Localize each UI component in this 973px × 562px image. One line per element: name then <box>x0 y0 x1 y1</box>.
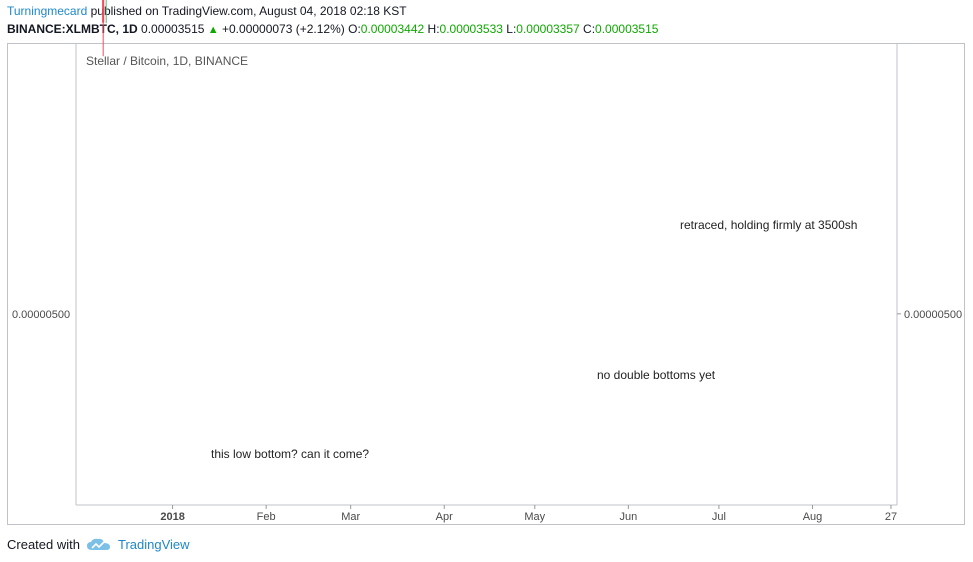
annotation-retraced: retraced, holding firmly at 3500sh <box>680 218 857 232</box>
x-tick-label: May <box>524 511 545 523</box>
tradingview-logo-icon <box>86 538 110 550</box>
x-tick-label: Mar <box>341 511 360 523</box>
created-with-label: Created with <box>7 537 80 552</box>
footer: Created with TradingView <box>7 536 190 554</box>
y-axis-right: 0.000005000.000010000.000015000.00002000… <box>896 44 962 505</box>
high-value: 0.00003533 <box>439 22 503 36</box>
chart-frame <box>7 43 965 525</box>
annotation-no-double-bottoms: no double bottoms yet <box>597 368 716 382</box>
x-tick-label: Feb <box>257 511 276 523</box>
chart-title: Stellar / Bitcoin, 1D, BINANCE <box>86 54 248 68</box>
chart-header: Turningmecard published on TradingView.c… <box>7 2 967 39</box>
x-tick-label: Jul <box>712 511 726 523</box>
open-value: 0.00003442 <box>360 22 425 36</box>
low-value: 0.00003357 <box>516 22 580 36</box>
x-tick-label: 27 <box>885 511 897 523</box>
candle-body <box>102 0 105 23</box>
symbol-label: BINANCE:XLMBTC, 1D <box>7 22 138 36</box>
y-tick-label-left: 0.00000500 <box>12 309 70 321</box>
close-value: 0.00003515 <box>595 22 659 36</box>
price-change: +0.00000073 (+2.12%) <box>222 22 345 36</box>
x-tick-label: 2018 <box>160 511 184 523</box>
open-label: O: <box>348 22 361 36</box>
author-link[interactable]: Turningmecard <box>7 4 88 18</box>
low-label: L: <box>506 22 517 36</box>
high-label: H: <box>427 22 440 36</box>
ohlc-line: BINANCE:XLMBTC, 1D 0.00003515 ▲ +0.00000… <box>7 20 967 39</box>
publish-line: Turningmecard published on TradingView.c… <box>7 2 967 20</box>
x-axis: 2018 Feb Mar Apr May Jun Jul Aug 27 <box>76 504 897 523</box>
last-price: 0.00003515 <box>141 22 205 36</box>
x-tick-label: Aug <box>803 511 823 523</box>
x-tick-label: Apr <box>436 511 453 523</box>
x-tick-label: Jun <box>619 511 637 523</box>
close-label: C: <box>583 22 596 36</box>
publish-info: published on TradingView.com, August 04,… <box>90 4 407 18</box>
annotation-low-bottom: this low bottom? can it come? <box>211 447 369 461</box>
y-axis-left: 0.000005000.000010000.000015000.00002000… <box>12 44 77 505</box>
up-arrow-icon: ▲ <box>207 24 219 36</box>
tradingview-brand[interactable]: TradingView <box>117 537 190 552</box>
y-tick-label-right: 0.00000500 <box>904 309 962 321</box>
candle-series <box>102 0 107 57</box>
